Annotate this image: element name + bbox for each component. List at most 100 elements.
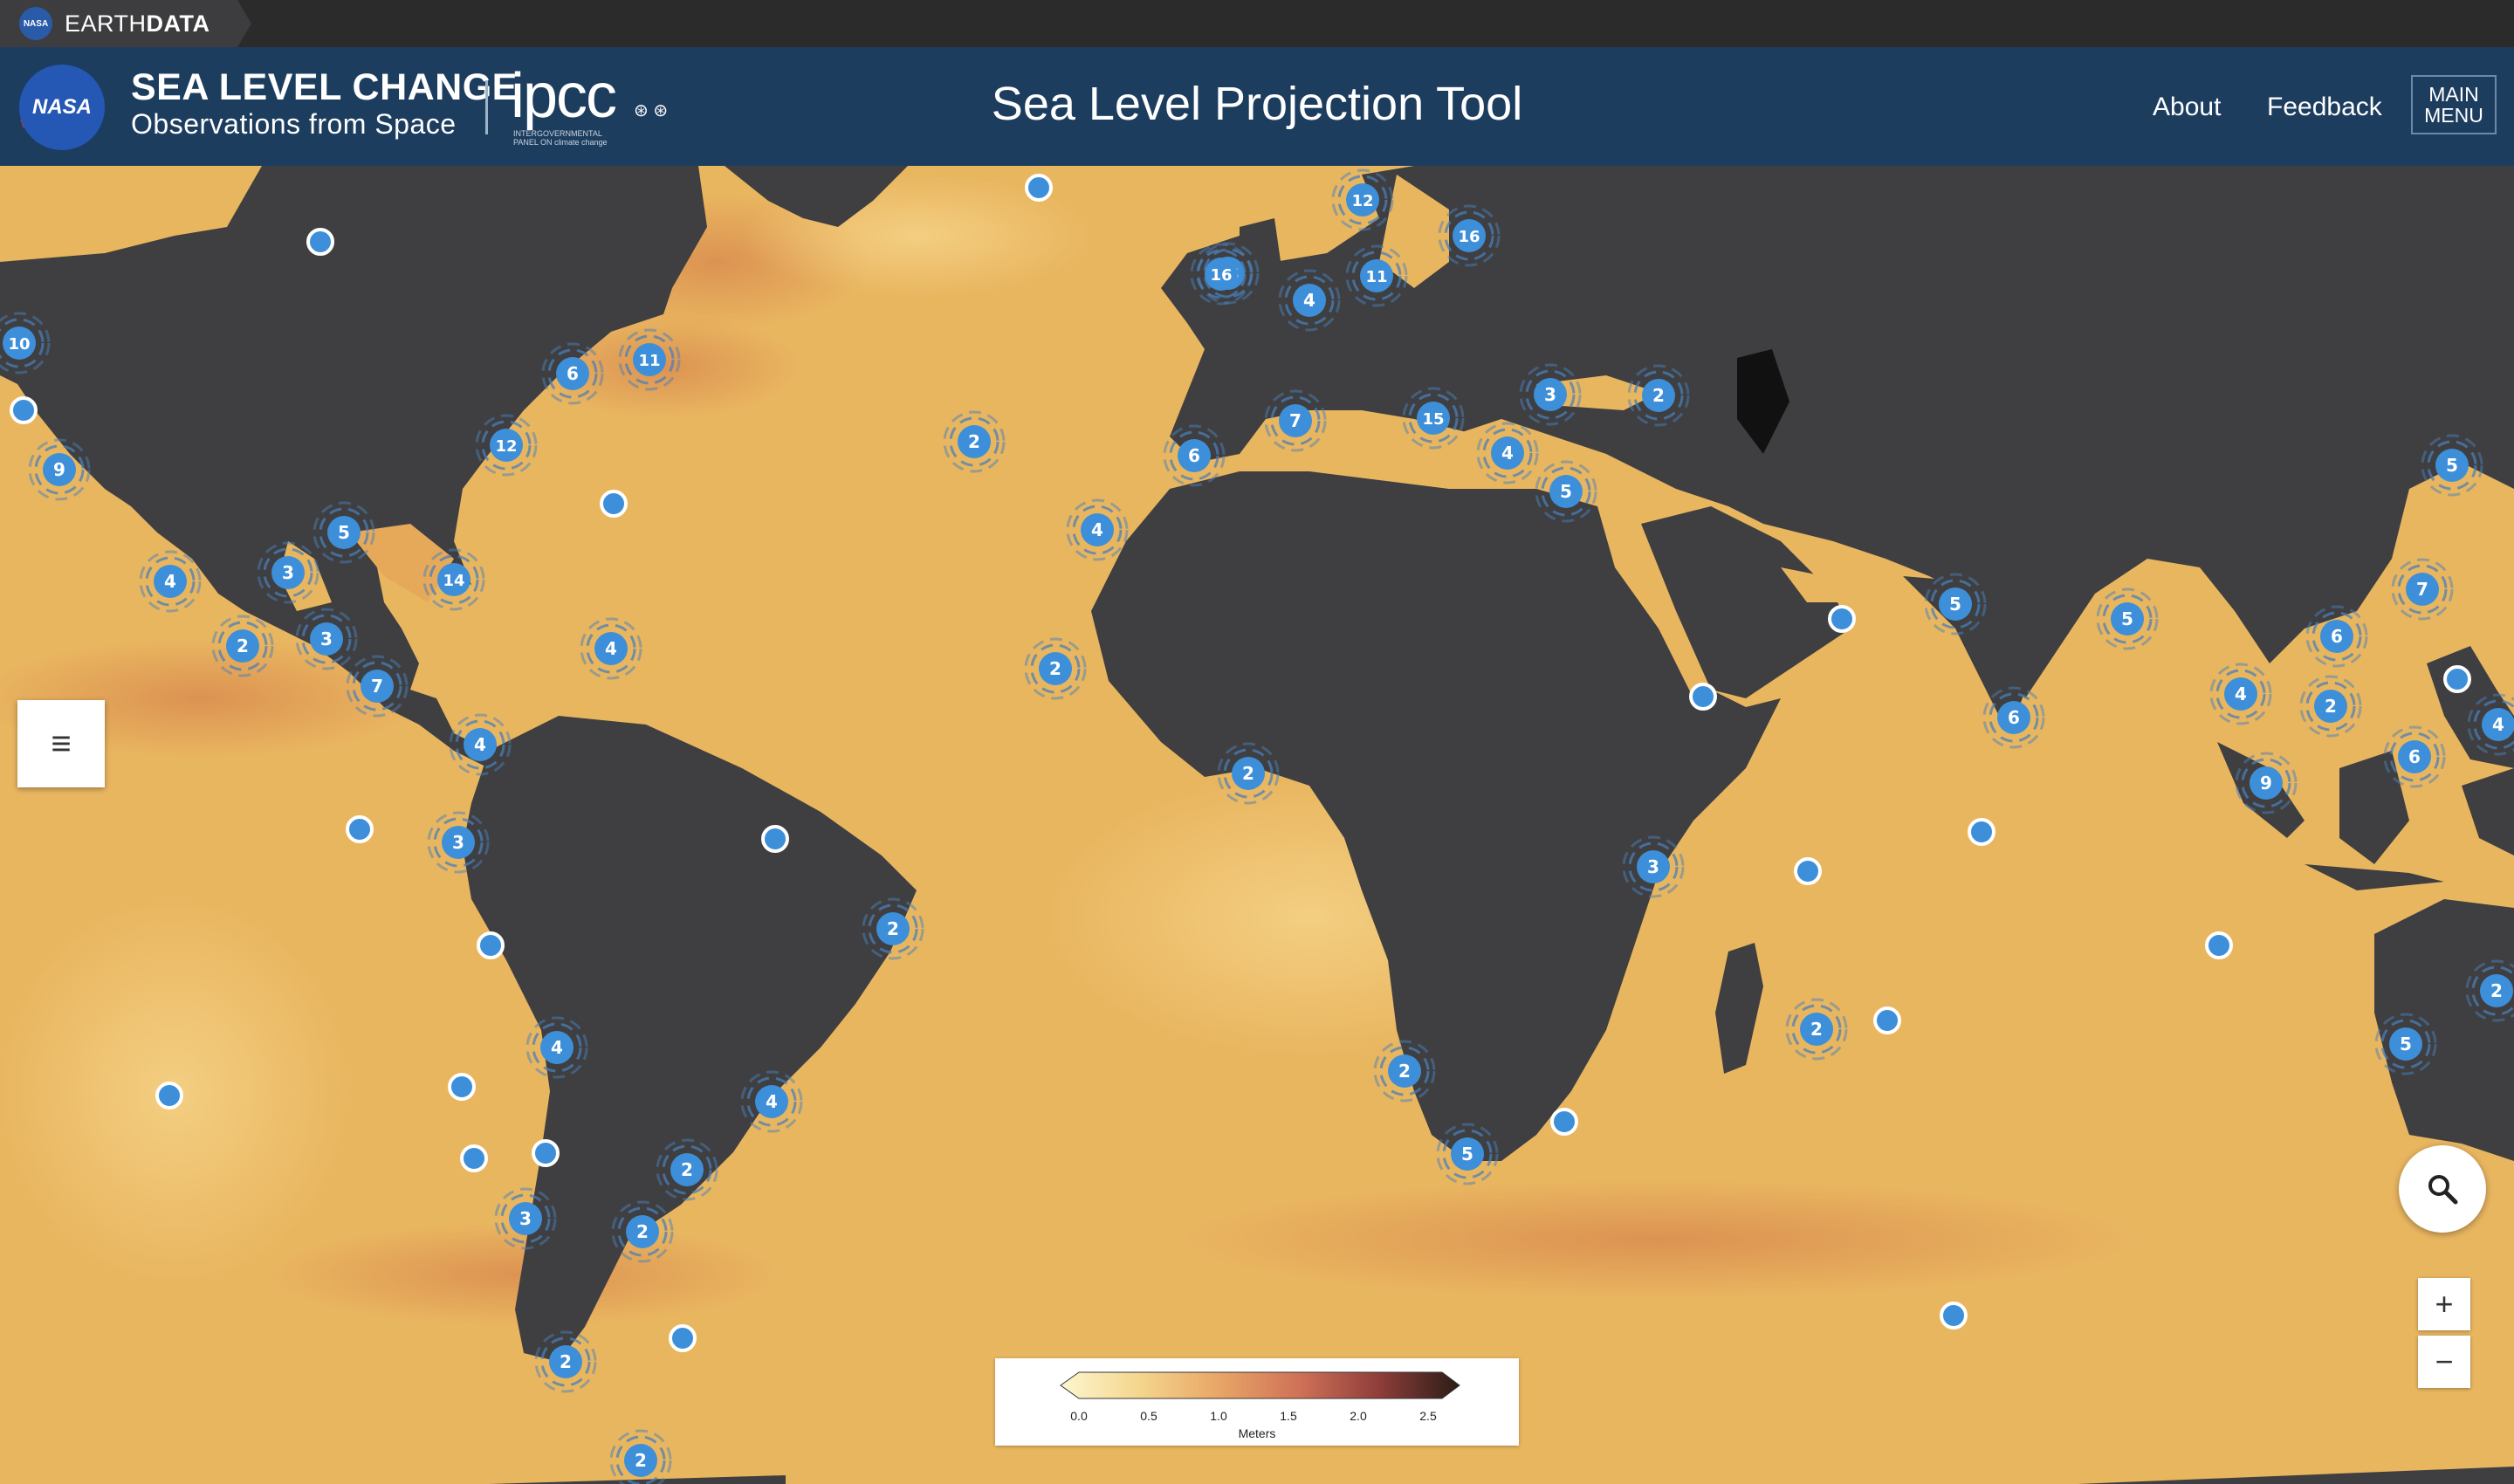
cluster-marker[interactable]: 7: [2391, 558, 2454, 621]
location-pin[interactable]: [1794, 857, 1822, 885]
cluster-marker[interactable]: 4: [740, 1070, 803, 1133]
cluster-marker[interactable]: 12: [1331, 168, 1394, 231]
cluster-marker[interactable]: 3: [427, 811, 490, 874]
cluster-marker[interactable]: 2: [534, 1330, 597, 1393]
location-pin[interactable]: [2205, 931, 2233, 959]
location-pin[interactable]: [669, 1324, 697, 1352]
cluster-marker[interactable]: 2: [1217, 742, 1280, 805]
cluster-marker[interactable]: 2: [656, 1138, 718, 1201]
cluster-dot: [464, 728, 497, 761]
cluster-marker[interactable]: 3: [1519, 363, 1582, 426]
cluster-marker[interactable]: 11: [1345, 244, 1408, 307]
cluster-marker[interactable]: 6: [2305, 605, 2368, 668]
location-pin[interactable]: [155, 1082, 183, 1110]
cluster-ring: [263, 547, 313, 598]
cluster-count: 9: [2260, 773, 2272, 794]
cluster-marker[interactable]: 15: [1402, 387, 1465, 450]
cluster-marker[interactable]: 5: [1535, 460, 1597, 523]
zoom-out-button[interactable]: −: [2418, 1336, 2470, 1388]
cluster-marker[interactable]: 2: [1785, 998, 1848, 1061]
location-pin[interactable]: [1025, 174, 1053, 202]
cluster-marker[interactable]: 2: [1627, 364, 1690, 427]
zoom-in-button[interactable]: +: [2418, 1278, 2470, 1330]
cluster-marker[interactable]: 5: [2374, 1013, 2437, 1075]
location-pin[interactable]: [10, 396, 38, 424]
earthdata-tab[interactable]: NASA EARTHDATA: [0, 0, 251, 47]
cluster-marker[interactable]: 3: [494, 1187, 557, 1250]
ipcc-logo[interactable]: ipcc: [511, 61, 617, 131]
search-button[interactable]: [2399, 1145, 2486, 1233]
cluster-marker[interactable]: 4: [525, 1016, 588, 1079]
cluster-marker[interactable]: 7: [1264, 389, 1327, 452]
cluster-marker[interactable]: 5: [1924, 573, 1987, 636]
cluster-marker[interactable]: 4: [449, 713, 512, 776]
cluster-marker[interactable]: 4: [2467, 693, 2514, 756]
cluster-marker[interactable]: 2: [1024, 637, 1087, 700]
cluster-ring: [541, 342, 604, 405]
location-pin[interactable]: [306, 228, 334, 256]
location-pin[interactable]: [1828, 605, 1856, 633]
new-guinea: [2462, 768, 2514, 855]
cluster-marker[interactable]: 9: [28, 438, 91, 501]
main-menu-button[interactable]: MAIN MENU: [2411, 75, 2497, 134]
cluster-marker[interactable]: 9: [2235, 752, 2298, 814]
cluster-marker[interactable]: 3: [257, 541, 319, 604]
cluster-marker[interactable]: 5: [1436, 1123, 1499, 1185]
cluster-marker[interactable]: 16: [1190, 243, 1253, 306]
cluster-marker[interactable]: 3: [1622, 835, 1685, 898]
location-pin[interactable]: [1689, 683, 1717, 711]
cluster-marker[interactable]: 5: [2096, 587, 2159, 650]
cluster-marker[interactable]: 4: [139, 550, 202, 613]
cluster-marker[interactable]: 2: [609, 1429, 672, 1484]
cluster-count: 12: [495, 437, 517, 456]
cluster-marker[interactable]: 6: [1163, 424, 1226, 487]
cluster-count: 7: [371, 676, 383, 697]
location-pin[interactable]: [532, 1139, 560, 1167]
location-pin[interactable]: [761, 825, 789, 853]
location-pin[interactable]: [448, 1073, 476, 1101]
location-pin[interactable]: [460, 1144, 488, 1172]
cluster-marker[interactable]: 2: [2299, 675, 2362, 738]
cluster-marker[interactable]: 2: [862, 897, 924, 960]
cluster-marker[interactable]: 4: [1066, 498, 1129, 561]
cluster-marker[interactable]: 2: [2465, 959, 2514, 1022]
cluster-marker[interactable]: 5: [2421, 434, 2483, 497]
location-pin[interactable]: [346, 815, 374, 843]
cluster-marker[interactable]: 6: [1982, 686, 2045, 749]
africa: [1091, 471, 1781, 1161]
cluster-marker[interactable]: 11: [618, 328, 681, 391]
location-pin[interactable]: [1940, 1302, 1968, 1329]
cluster-marker[interactable]: 2: [211, 615, 274, 677]
location-pin[interactable]: [600, 490, 628, 518]
nav-feedback-link[interactable]: Feedback: [2267, 93, 2382, 121]
location-pin[interactable]: [1873, 1007, 1901, 1034]
location-pin[interactable]: [477, 931, 505, 959]
cluster-marker[interactable]: 5: [313, 501, 375, 564]
cluster-marker[interactable]: 4: [1278, 269, 1341, 332]
cluster-marker[interactable]: 7: [346, 655, 409, 718]
cluster-dot: [271, 556, 305, 589]
site-title[interactable]: SEA LEVEL CHANGE: [131, 66, 518, 108]
cluster-marker[interactable]: 6: [2383, 725, 2446, 788]
layers-menu-button[interactable]: ≡: [17, 700, 105, 787]
location-pin[interactable]: [2443, 665, 2471, 693]
location-pin[interactable]: [1550, 1108, 1578, 1136]
cluster-marker[interactable]: 4: [580, 617, 642, 680]
location-pin[interactable]: [1968, 818, 1995, 846]
cluster-marker[interactable]: 2: [1373, 1040, 1436, 1103]
cluster-marker[interactable]: 4: [2209, 663, 2272, 725]
nav-about-link[interactable]: About: [2153, 93, 2222, 121]
cluster-marker[interactable]: 6: [541, 342, 604, 405]
cluster-marker[interactable]: 2: [943, 410, 1006, 473]
cluster-marker[interactable]: 16: [1438, 204, 1501, 267]
cluster-marker[interactable]: 3: [295, 608, 358, 670]
nasa-badge-icon: NASA: [19, 7, 52, 40]
cluster-marker[interactable]: 4: [1476, 422, 1539, 484]
cluster-marker[interactable]: 14: [422, 548, 485, 611]
sea-level-map[interactable]: 10 9 4 2 3 5 3 7 14 12 6 11 4 4 3 2 4 2 2 4 4 2 2 3 2 2 2 6 15 7 16 4 12…: [0, 166, 2514, 1484]
cluster-marker[interactable]: 10: [0, 312, 51, 374]
map-canvas[interactable]: 10 9 4 2 3 5 3 7 14 12 6 11 4 4 3 2 4 2 2 4 4 2 2 3 2 2 2 6 15 7 16 4 12…: [0, 166, 2514, 1484]
cluster-marker[interactable]: 2: [611, 1200, 674, 1263]
nasa-logo[interactable]: NASA: [19, 65, 105, 150]
cluster-marker[interactable]: 12: [475, 414, 538, 477]
